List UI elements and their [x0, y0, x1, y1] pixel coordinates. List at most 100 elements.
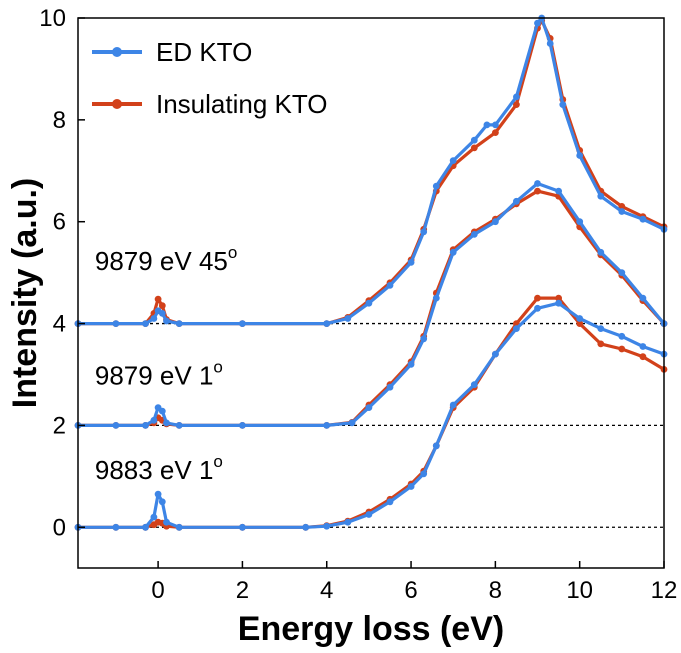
data-point [546, 40, 554, 47]
data-point [239, 523, 246, 531]
annotation-superscript: o [228, 243, 237, 262]
data-point [154, 490, 162, 498]
y-tick-label: 8 [53, 107, 66, 134]
data-point [142, 422, 149, 429]
data-point [158, 310, 166, 317]
x-tick-label: 4 [320, 577, 333, 604]
data-point [449, 248, 457, 256]
legend: ED KTO Insulating KTO [92, 37, 328, 119]
data-point [470, 136, 478, 144]
data-point [555, 294, 562, 302]
data-point [639, 294, 647, 302]
data-point [432, 182, 440, 190]
data-point [618, 203, 626, 210]
annotation-a45: 9879 eV 45o [95, 243, 237, 276]
data-point [449, 401, 457, 409]
annotation-text: 9879 eV 45 [95, 246, 228, 276]
data-point [559, 101, 567, 108]
data-point [576, 315, 584, 322]
data-point [597, 325, 605, 332]
data-point [344, 315, 352, 322]
y-tick-label: 2 [53, 412, 66, 439]
data-point [302, 523, 310, 531]
data-point [420, 470, 428, 478]
data-point [639, 353, 647, 361]
annotation-a0: 9883 eV 1o [95, 452, 223, 485]
data-point [639, 215, 647, 223]
data-point [163, 317, 170, 325]
data-point [513, 197, 520, 205]
data-point [407, 360, 415, 368]
data-point [158, 498, 166, 506]
data-point [534, 187, 541, 195]
data-point [154, 295, 162, 303]
annotation-text: 9879 eV 1 [95, 361, 214, 391]
data-point [420, 335, 428, 343]
axis-ticks: 0 2 4 6 8 10 12 0 2 4 6 8 10 [39, 5, 677, 604]
legend-label: ED KTO [156, 37, 252, 67]
x-tick-label: 2 [236, 577, 249, 604]
x-tick-label: 8 [489, 577, 502, 604]
data-point [158, 302, 166, 310]
y-tick-label: 0 [53, 514, 66, 541]
data-point [175, 422, 183, 429]
data-point [618, 345, 626, 353]
x-tick-label: 0 [151, 577, 164, 604]
data-point [407, 259, 415, 266]
data-point [483, 121, 491, 129]
data-point [534, 19, 541, 27]
data-point [175, 523, 183, 531]
data-point [597, 192, 605, 200]
annotation-text: 9883 eV 1 [95, 455, 214, 485]
plot-frame [77, 17, 665, 569]
data-point [449, 157, 457, 165]
data-point [323, 422, 331, 429]
data-point [432, 442, 440, 450]
data-point [158, 407, 166, 415]
series-layer [74, 14, 668, 531]
data-point [365, 511, 373, 518]
annotation-superscript: o [213, 452, 222, 471]
data-point [142, 523, 149, 531]
data-point [597, 340, 605, 348]
data-point [432, 294, 440, 302]
data-point [576, 218, 584, 226]
data-point [555, 299, 562, 307]
y-axis-title: Intensity (a.u.) [6, 178, 44, 408]
data-point [513, 101, 520, 108]
data-point [618, 208, 626, 215]
data-point [492, 350, 499, 358]
data-point [639, 343, 647, 350]
data-point [470, 381, 478, 389]
data-point [150, 315, 158, 322]
data-point [163, 518, 170, 526]
data-point [470, 144, 478, 152]
data-point [112, 320, 120, 327]
data-point [163, 419, 170, 427]
x-tick-label: 6 [404, 577, 417, 604]
data-point [513, 325, 520, 332]
annotation-superscript: o [213, 358, 222, 377]
data-point [618, 269, 626, 276]
y-tick-label: 10 [39, 5, 66, 32]
data-point [386, 282, 394, 289]
legend-marker [112, 47, 122, 57]
data-point [513, 93, 520, 101]
data-point [112, 523, 120, 531]
data-point [150, 513, 158, 521]
x-tick-label: 12 [651, 577, 678, 604]
data-point [365, 404, 373, 411]
data-point [323, 320, 331, 327]
data-point [492, 129, 499, 137]
x-axis-title: Energy loss (eV) [238, 610, 504, 648]
legend-label: Insulating KTO [156, 89, 328, 119]
legend-marker [112, 99, 122, 109]
data-point [618, 332, 626, 340]
data-point [492, 218, 499, 226]
data-point [112, 422, 120, 429]
data-point [386, 383, 394, 391]
data-point [150, 416, 158, 424]
data-point [492, 121, 499, 129]
